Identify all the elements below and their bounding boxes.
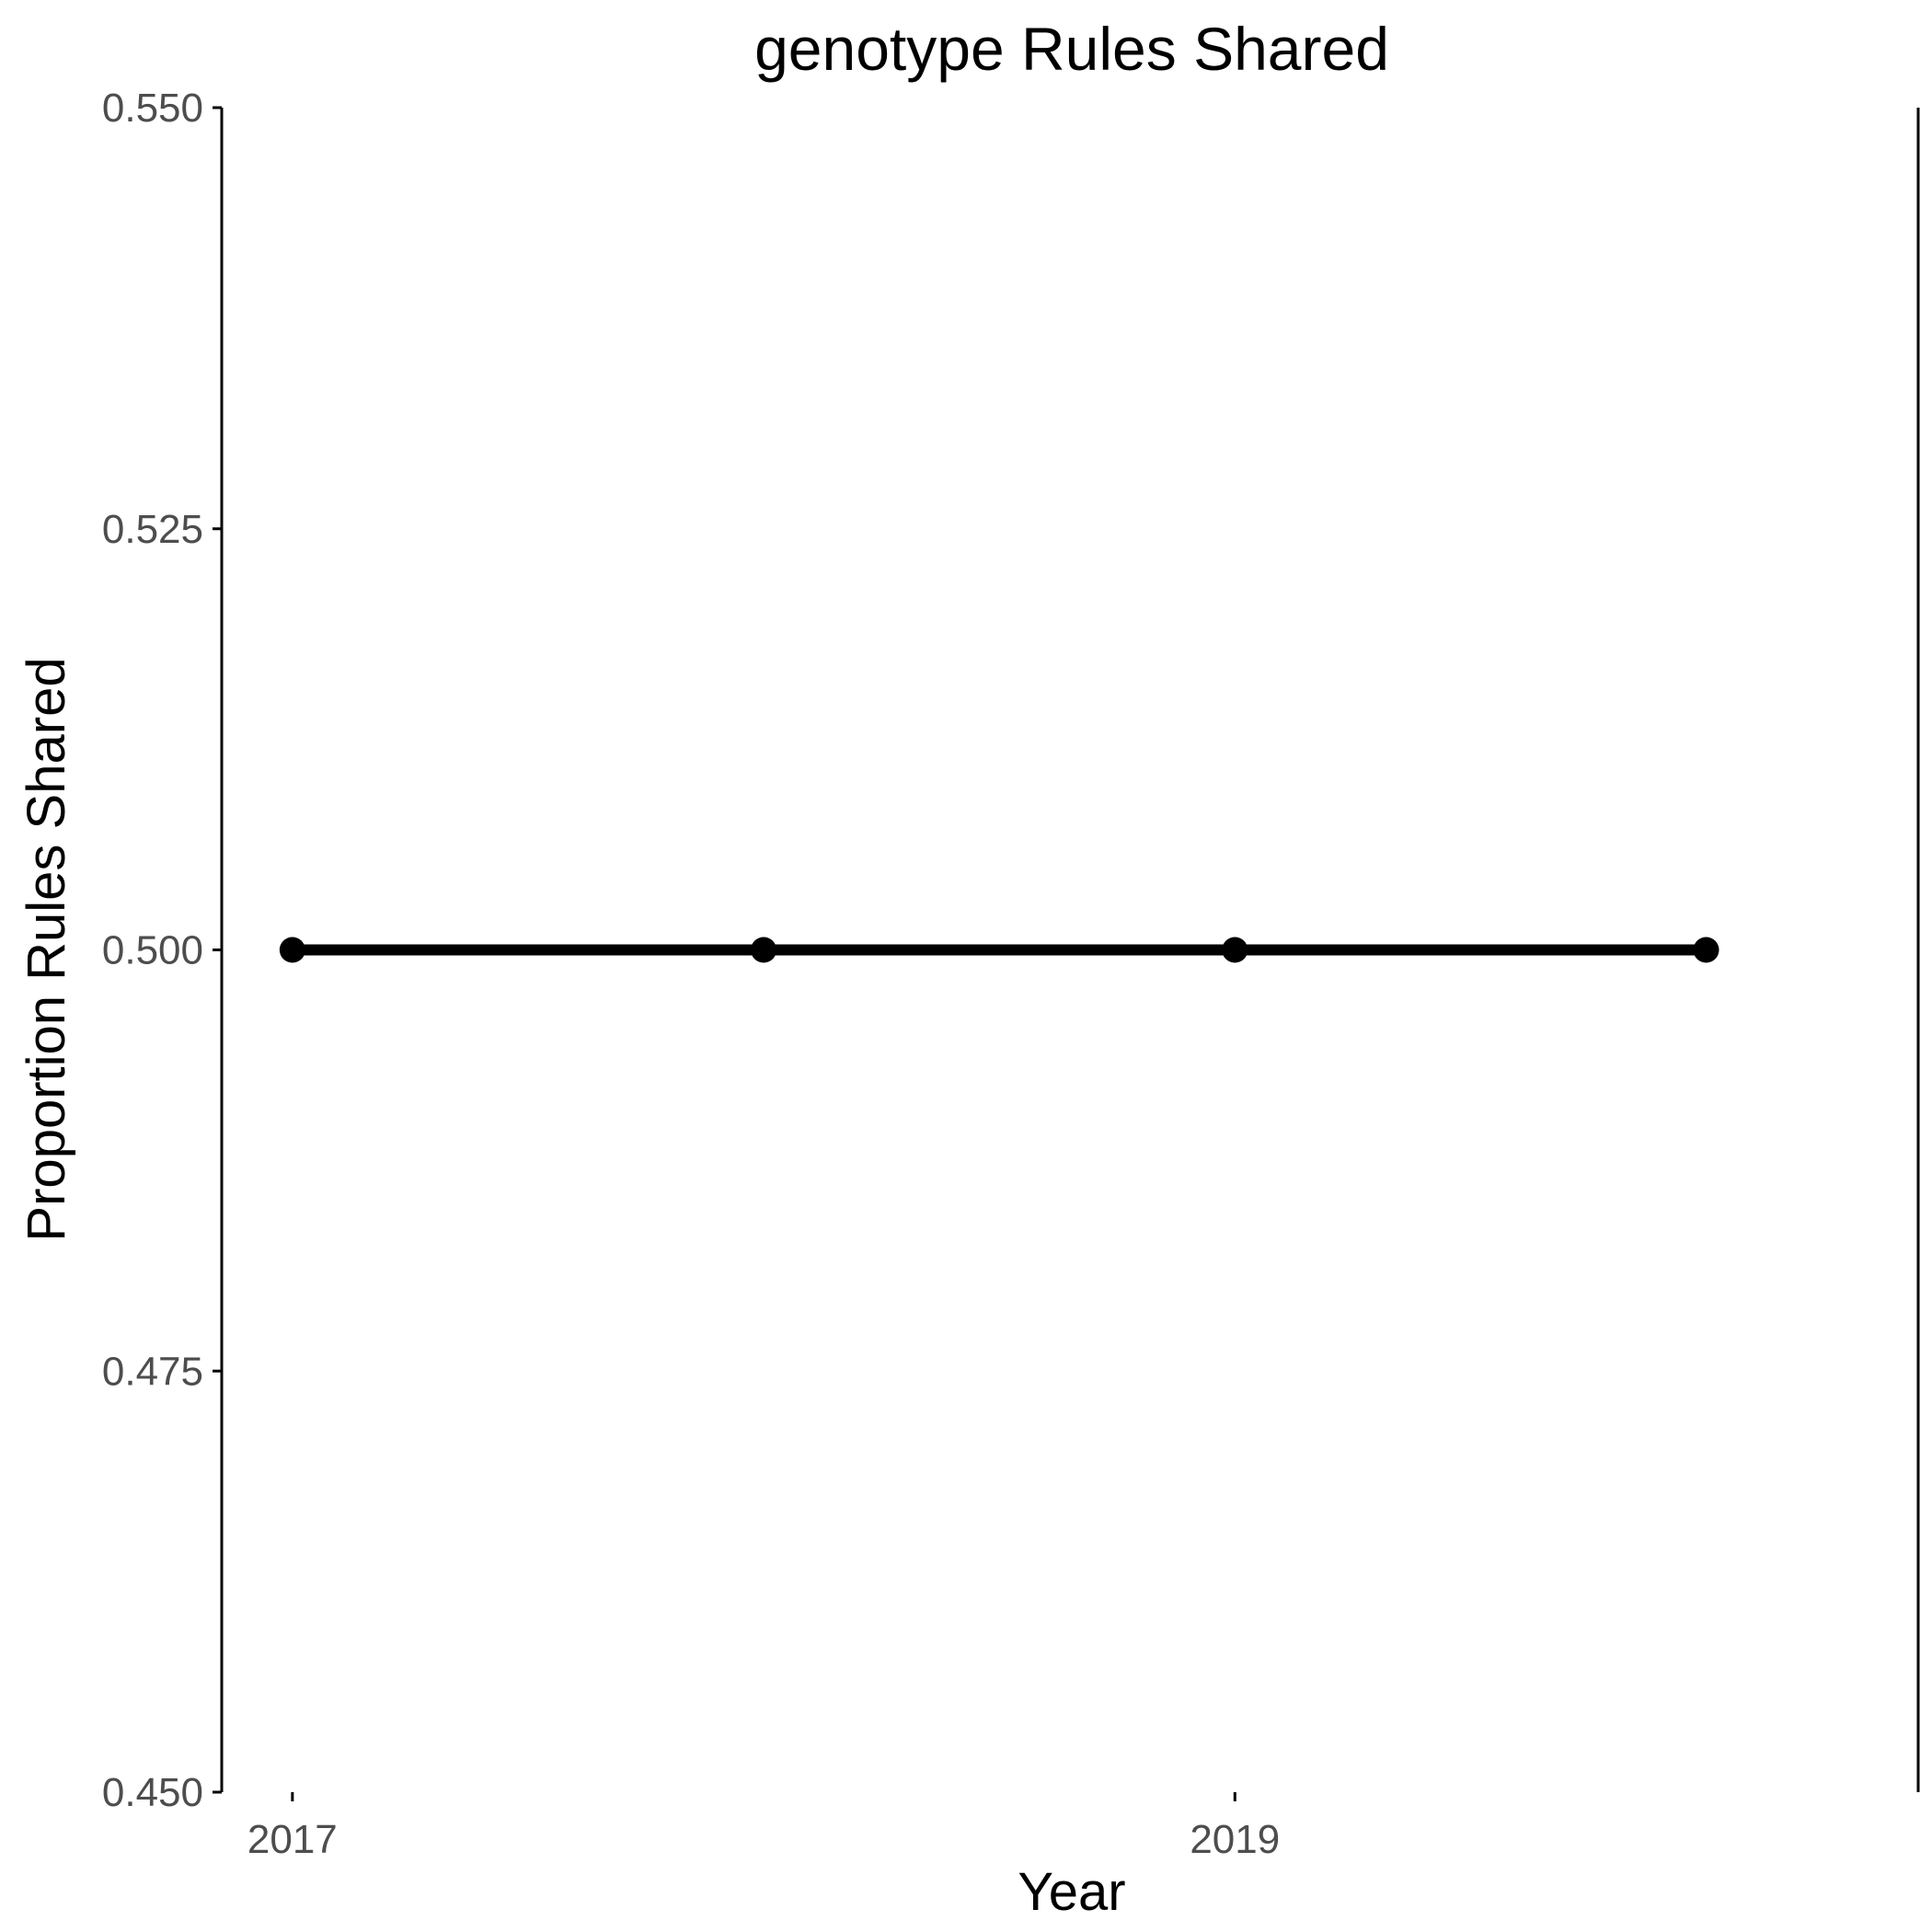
y-axis-title: Proportion Rules Shared: [17, 657, 76, 1241]
y-tick-label: 0.550: [102, 86, 203, 131]
series-layer: [279, 937, 1719, 963]
data-point: [751, 937, 777, 963]
x-tick-label: 2019: [1190, 1817, 1280, 1862]
data-point: [1693, 937, 1719, 963]
y-axis-ticks: 0.450 0.475 0.500 0.525 0.550: [102, 86, 222, 1815]
y-tick-label: 0.475: [102, 1349, 203, 1394]
x-axis-title: Year: [1018, 1862, 1125, 1922]
data-point: [1222, 937, 1248, 963]
y-tick-label: 0.500: [102, 928, 203, 973]
data-point: [279, 937, 305, 963]
x-tick-label: 2017: [247, 1817, 338, 1862]
x-axis-ticks: 2017 2019: [247, 1792, 1280, 1862]
chart-title: genotype Rules Shared: [754, 15, 1389, 83]
y-tick-label: 0.450: [102, 1770, 203, 1815]
y-tick-label: 0.525: [102, 507, 203, 552]
